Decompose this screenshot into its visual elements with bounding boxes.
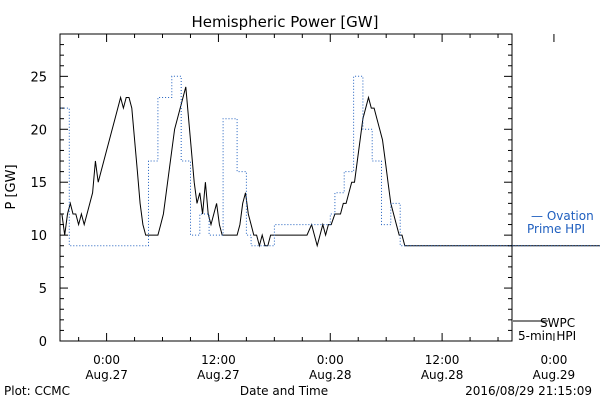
x-axis-label: Date and Time xyxy=(240,384,328,398)
legend-ovation-line2: Prime HPI xyxy=(527,222,585,236)
series-layer xyxy=(60,75,600,248)
legend-swpc-line2: 5-min HPI xyxy=(518,329,576,343)
y-axis: 0 5 10 15 20 25 xyxy=(30,33,512,350)
x-tick-time-label: 12:00 xyxy=(425,353,460,367)
x-tick-date-label: Aug.28 xyxy=(309,368,352,382)
series-line-ovation-prime xyxy=(60,75,600,247)
legend-ovation-line1: — Ovation xyxy=(531,209,594,223)
y-tick-label-10: 10 xyxy=(30,229,47,244)
x-tick-date-label: Aug.27 xyxy=(85,368,128,382)
x-tick-date-label: Aug.29 xyxy=(533,368,576,382)
footer-plot-source: Plot: CCMC xyxy=(4,384,70,398)
y-tick-label-20: 20 xyxy=(30,123,47,138)
y-axis-label: P [GW] xyxy=(4,164,19,209)
chart-title: Hemispheric Power [GW] xyxy=(192,13,379,31)
y-tick-label-25: 25 xyxy=(30,70,47,85)
plot-area xyxy=(59,33,513,342)
plot-frame xyxy=(59,33,513,342)
x-tick-time-label: 12:00 xyxy=(201,353,236,367)
x-tick-date-label: Aug.27 xyxy=(197,368,240,382)
x-tick-time-label: 0:00 xyxy=(93,353,120,367)
series-line-swpc xyxy=(61,86,600,248)
y-tick-label-15: 15 xyxy=(30,176,47,191)
y-tick-label-0: 0 xyxy=(39,335,47,350)
footer-timestamp: 2016/08/29 21:15:09 xyxy=(465,384,592,398)
x-axis: 0:00Aug.2712:00Aug.270:00Aug.2812:00Aug.… xyxy=(78,34,576,382)
x-tick-time-label: 0:00 xyxy=(317,353,344,367)
x-tick-date-label: Aug.28 xyxy=(421,368,464,382)
x-tick-time-label: 0:00 xyxy=(540,353,567,367)
legend-swpc-line1: SWPC xyxy=(540,316,575,330)
y-tick-label-5: 5 xyxy=(39,282,47,297)
